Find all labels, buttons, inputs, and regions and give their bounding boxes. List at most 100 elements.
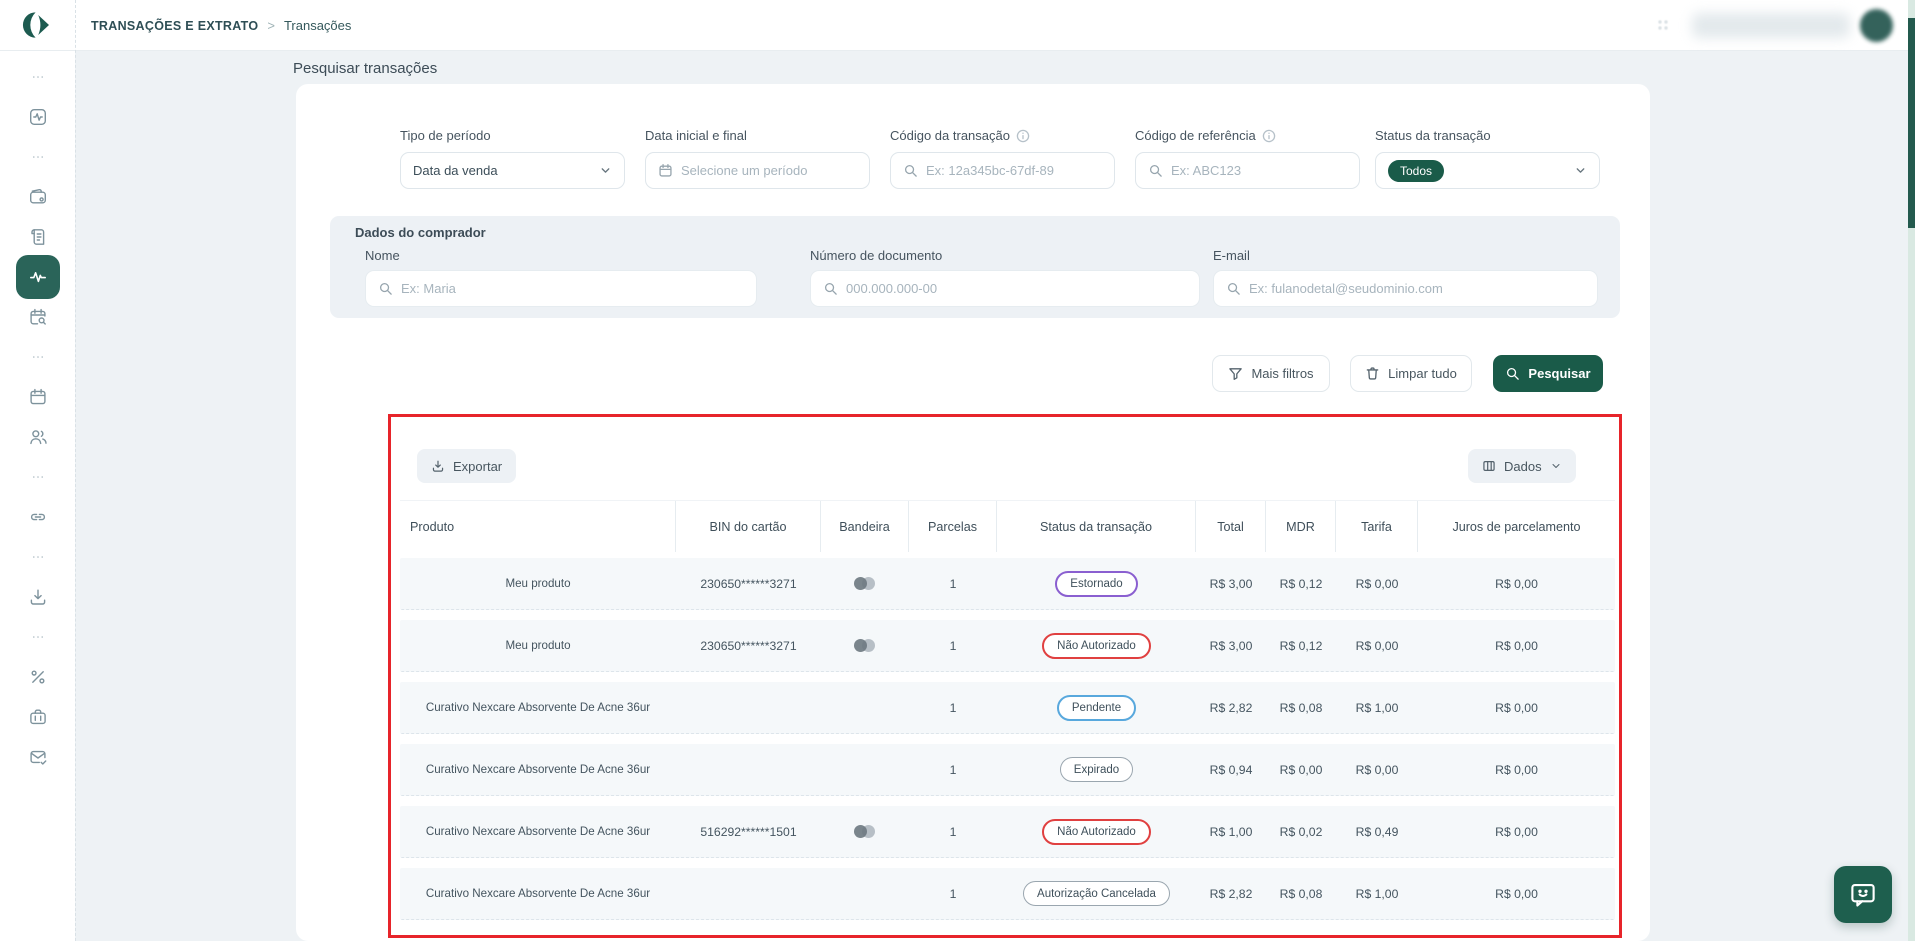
app-grid-icon[interactable] <box>1655 17 1671 33</box>
table-body: Meu produto 230650******3271 1 Estornado R$ … <box>400 558 1615 930</box>
field-status: Status da transação Todos <box>1375 128 1600 189</box>
buyer-document-input[interactable] <box>810 270 1200 307</box>
sidebar-item-transactions[interactable] <box>15 255 60 299</box>
breadcrumb: TRANSAÇÕES E EXTRATO > Transações <box>91 0 351 51</box>
info-icon[interactable] <box>1262 129 1276 143</box>
field-transaction-code: Código da transação <box>890 128 1115 189</box>
date-range-field[interactable] <box>681 163 857 178</box>
support-chat-button[interactable] <box>1834 866 1892 923</box>
export-label: Exportar <box>453 458 503 474</box>
cell-juros: R$ 0,00 <box>1495 762 1538 777</box>
buyer-document-field[interactable] <box>846 281 1187 296</box>
cell-total: R$ 3,00 <box>1209 638 1253 653</box>
search-button[interactable]: Pesquisar <box>1493 355 1603 392</box>
period-type-select[interactable]: Data da venda <box>400 152 625 189</box>
date-range-input[interactable] <box>645 152 870 189</box>
table-row[interactable]: Curativo Nexcare Absorvente De Acne 36ur… <box>400 868 1615 920</box>
sidebar-item-more-1[interactable] <box>18 57 58 97</box>
cell-tarifa: R$ 1,00 <box>1355 700 1399 715</box>
column-header: Parcelas <box>909 501 997 552</box>
buyer-name-field[interactable] <box>401 281 744 296</box>
page-title: Pesquisar transações <box>293 60 438 77</box>
cell-juros: R$ 0,00 <box>1495 576 1538 591</box>
cell-total: R$ 3,00 <box>1209 576 1253 591</box>
sidebar-item-more-3[interactable] <box>18 337 58 377</box>
sidebar-item-activity[interactable] <box>18 97 58 137</box>
table-row[interactable]: Meu produto 230650******3271 1 Não Autoriza… <box>400 620 1615 672</box>
avatar[interactable] <box>1860 9 1893 42</box>
field-buyer-email: E-mail <box>1213 248 1598 307</box>
sidebar-item-more-4[interactable] <box>18 457 58 497</box>
cell-status: Pendente <box>997 694 1196 721</box>
status-label: Status da transação <box>1375 128 1491 143</box>
breadcrumb-section[interactable]: TRANSAÇÕES E EXTRATO <box>91 18 259 33</box>
card-brand-icon <box>854 577 876 591</box>
card-brand-icon <box>854 825 876 839</box>
cell-parcelas: 1 <box>949 886 957 901</box>
sidebar-item-downloads[interactable] <box>18 577 58 617</box>
sidebar-item-statement[interactable] <box>18 217 58 257</box>
trash-icon <box>1366 367 1379 380</box>
cell-tarifa: R$ 0,49 <box>1355 824 1399 839</box>
cell-total: R$ 2,82 <box>1209 886 1253 901</box>
breadcrumb-page: Transações <box>283 18 352 33</box>
search-icon <box>1149 164 1162 177</box>
sidebar-item-sales-search[interactable] <box>18 297 58 337</box>
more-filters-button[interactable]: Mais filtros <box>1212 355 1330 392</box>
ellipsis-icon <box>31 630 45 644</box>
status-select[interactable]: Todos <box>1375 152 1600 189</box>
sidebar-item-more-6[interactable] <box>18 617 58 657</box>
sidebar-item-mail[interactable] <box>18 737 58 777</box>
calendar-icon <box>28 387 48 407</box>
cell-juros: R$ 0,00 <box>1495 638 1538 653</box>
brand-logo-icon[interactable] <box>22 10 52 40</box>
status-badge: Pendente <box>1056 694 1137 721</box>
pulse-icon <box>28 267 48 287</box>
table-row[interactable]: Curativo Nexcare Absorvente De Acne 36ur… <box>400 744 1615 796</box>
transaction-code-field[interactable] <box>926 163 1102 178</box>
cell-bin: 230650******3271 <box>700 576 797 591</box>
cell-bin: 516292******1501 <box>700 824 797 839</box>
table-row[interactable]: Curativo Nexcare Absorvente De Acne 36ur… <box>400 806 1615 858</box>
clear-all-label: Limpar tudo <box>1388 366 1457 381</box>
sidebar-item-more-5[interactable] <box>18 537 58 577</box>
buyer-name-input[interactable] <box>365 270 757 307</box>
column-header: Bandeira <box>821 501 909 552</box>
sidebar-item-agenda[interactable] <box>18 377 58 417</box>
reference-code-field[interactable] <box>1171 163 1347 178</box>
table-row[interactable]: Meu produto 230650******3271 1 Estornado R$ … <box>400 558 1615 610</box>
table-row[interactable]: Curativo Nexcare Absorvente De Acne 36ur… <box>400 682 1615 734</box>
cell-status: Não Autorizado <box>997 632 1196 659</box>
column-header: Juros de parcelamento <box>1452 519 1581 534</box>
ellipsis-icon <box>31 70 45 84</box>
cell-tarifa: R$ 1,00 <box>1355 886 1399 901</box>
reference-code-input[interactable] <box>1135 152 1360 189</box>
buyer-email-label: E-mail <box>1213 248 1250 263</box>
sidebar-item-fees[interactable] <box>18 657 58 697</box>
sidebar-item-payment-link[interactable] <box>18 497 58 537</box>
cell-status: Expirado <box>997 757 1196 782</box>
transaction-code-input[interactable] <box>890 152 1115 189</box>
period-type-value: Data da venda <box>413 163 498 178</box>
field-date-range: Data inicial e final <box>645 128 870 189</box>
buyer-name-label: Nome <box>365 248 400 263</box>
cell-total: R$ 2,82 <box>1209 700 1253 715</box>
info-icon[interactable] <box>1016 129 1030 143</box>
sidebar-item-more-2[interactable] <box>18 137 58 177</box>
sidebar-item-customers[interactable] <box>18 417 58 457</box>
clear-all-button[interactable]: Limpar tudo <box>1350 355 1472 392</box>
columns-button[interactable]: Dados <box>1468 449 1576 483</box>
card-brand-icon <box>854 639 876 653</box>
sidebar-item-business[interactable] <box>18 697 58 737</box>
buyer-email-input[interactable] <box>1213 270 1598 307</box>
scrollbar-thumb[interactable] <box>1908 18 1915 228</box>
sidebar <box>0 51 75 941</box>
cell-mdr: R$ 0,12 <box>1279 638 1323 653</box>
activity-square-icon <box>28 107 48 127</box>
export-button[interactable]: Exportar <box>417 449 517 483</box>
sidebar-item-wallet[interactable] <box>18 177 58 217</box>
buyer-email-field[interactable] <box>1249 281 1585 296</box>
ellipsis-icon <box>31 470 45 484</box>
field-period-type: Tipo de período Data da venda <box>400 128 625 189</box>
cell-bandeira <box>821 638 909 653</box>
